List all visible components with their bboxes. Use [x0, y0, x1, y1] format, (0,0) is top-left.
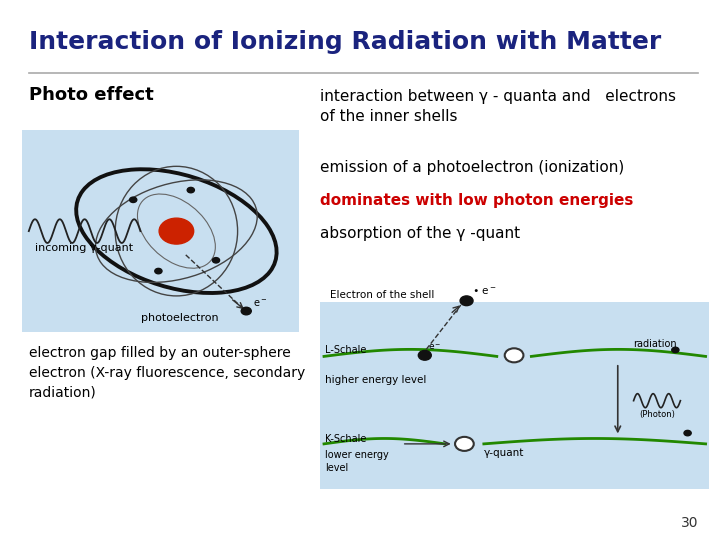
Text: K-Schale: K-Schale [325, 434, 366, 444]
Text: higher energy level: higher energy level [325, 375, 427, 386]
Text: $\bullet$ e$^-$: $\bullet$ e$^-$ [472, 286, 497, 298]
FancyBboxPatch shape [22, 130, 299, 332]
Text: Electron of the shell: Electron of the shell [330, 290, 434, 300]
Text: Photo effect: Photo effect [29, 86, 153, 104]
Text: electron gap filled by an outer-sphere
electron (X-ray fluorescence, secondary
r: electron gap filled by an outer-sphere e… [29, 346, 305, 400]
FancyBboxPatch shape [320, 302, 709, 489]
Circle shape [460, 296, 473, 306]
Text: (Photon): (Photon) [639, 410, 675, 419]
Text: dominates with low photon energies: dominates with low photon energies [320, 193, 634, 208]
Text: photoelectron: photoelectron [141, 313, 219, 323]
Text: γ-quant: γ-quant [484, 448, 524, 458]
Text: lower energy
level: lower energy level [325, 450, 390, 473]
Text: Interaction of Ionizing Radiation with Matter: Interaction of Ionizing Radiation with M… [29, 30, 661, 53]
Text: e$^-$: e$^-$ [428, 342, 442, 352]
Text: emission of a photoelectron (ionization): emission of a photoelectron (ionization) [320, 160, 625, 175]
Text: interaction between γ - quanta and   electrons
of the inner shells: interaction between γ - quanta and elect… [320, 89, 676, 124]
Text: L-Schale: L-Schale [325, 345, 366, 355]
Circle shape [159, 218, 194, 244]
Text: e$^-$: e$^-$ [253, 298, 268, 309]
Circle shape [418, 350, 431, 360]
Text: 30: 30 [681, 516, 698, 530]
Circle shape [155, 268, 162, 274]
Circle shape [672, 347, 679, 353]
Circle shape [187, 187, 194, 193]
Circle shape [130, 197, 137, 202]
Text: radiation: radiation [634, 339, 677, 349]
Text: absorption of the γ -quant: absorption of the γ -quant [320, 226, 521, 241]
Circle shape [241, 307, 251, 315]
Text: incoming γ-quant: incoming γ-quant [35, 243, 132, 253]
Circle shape [212, 258, 220, 263]
Circle shape [455, 437, 474, 451]
Circle shape [684, 430, 691, 436]
Circle shape [505, 348, 523, 362]
